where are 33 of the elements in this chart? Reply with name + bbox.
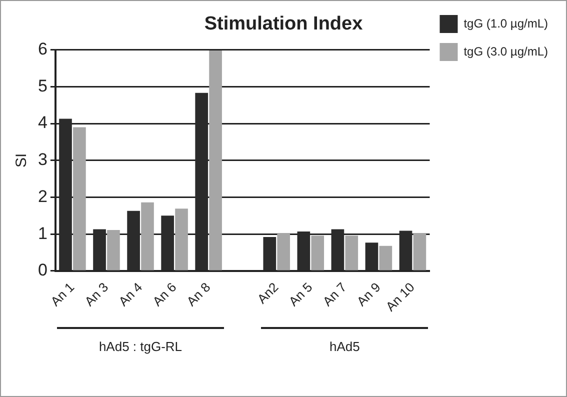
y-tick-label: 6 xyxy=(38,39,48,58)
y-tick-label: 0 xyxy=(38,260,48,280)
text: hAd5 xyxy=(328,338,361,354)
bar xyxy=(277,232,290,270)
bar xyxy=(175,208,188,270)
y-tick-label: 1 xyxy=(38,224,48,243)
bar xyxy=(107,230,120,270)
legend-label: tgG (3.0 µg/mL) xyxy=(464,44,548,58)
x-tick-label: An2 xyxy=(254,280,282,306)
bar xyxy=(311,236,324,270)
x-tick-label: An 6 xyxy=(150,280,180,310)
x-tick-label: An 1 xyxy=(48,280,78,310)
legend-label: tgG (1.0 µg/mL) xyxy=(464,16,548,30)
y-axis-title: SI xyxy=(13,153,30,168)
y-tick-label: 5 xyxy=(38,76,48,96)
chart-title: Stimulation Index xyxy=(204,14,364,35)
y-tick-label: 3 xyxy=(38,150,48,170)
x-tick-label: An 7 xyxy=(320,280,350,310)
x-tick-label: An 8 xyxy=(184,280,214,310)
x-tick-label: An 5 xyxy=(286,280,316,310)
x-tick-label: An 3 xyxy=(82,280,112,310)
bar xyxy=(345,236,358,270)
x-tick-label: An 4 xyxy=(116,280,146,310)
bar xyxy=(413,232,426,270)
text: hAd5 : tgG-RL xyxy=(98,338,184,354)
bar xyxy=(209,50,222,270)
bar xyxy=(379,246,392,270)
bar xyxy=(141,202,154,270)
x-tick-label: An 9 xyxy=(354,280,384,310)
bar xyxy=(73,127,86,270)
x-tick-label: An 10 xyxy=(382,280,418,314)
y-tick-label: 4 xyxy=(38,113,48,132)
y-tick-label: 2 xyxy=(38,186,48,206)
